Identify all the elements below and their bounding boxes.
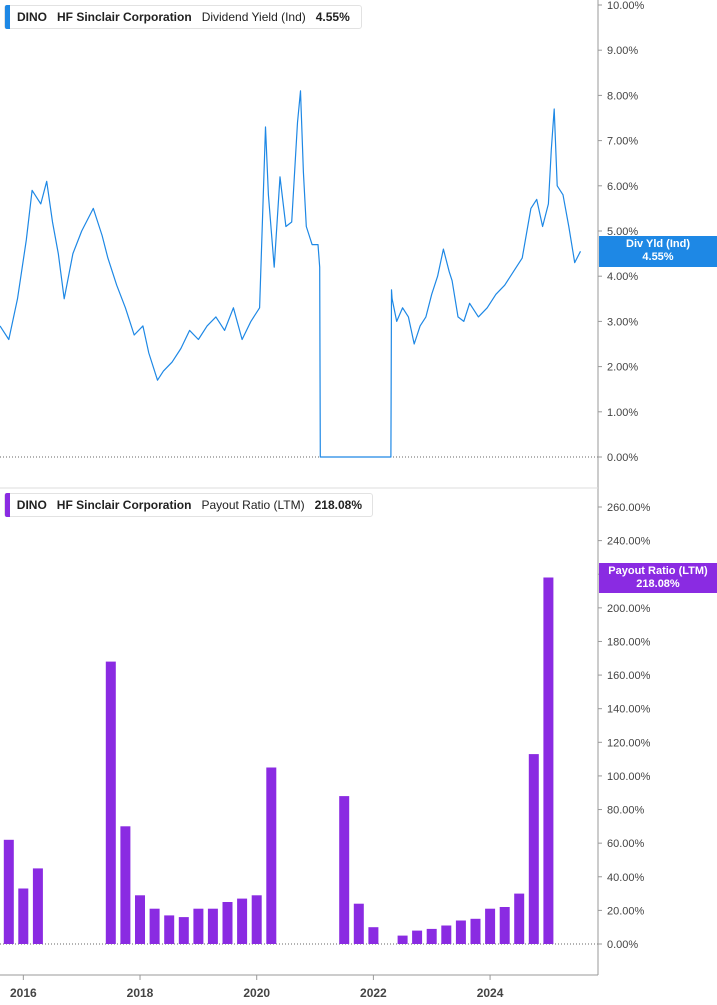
x-axis-ticks: 2016 2018 2020 2022 2024 [10, 975, 504, 1000]
y-tick-label: 3.00% [607, 316, 638, 328]
x-tick-label: 2020 [243, 986, 270, 1000]
y-tick-label: 180.00% [607, 636, 651, 648]
payout-bar [455, 920, 466, 944]
payout-bar [237, 898, 248, 944]
yield-tag-label: Div Yld (Ind) [626, 238, 690, 250]
payout-bar [164, 915, 175, 944]
x-tick-label: 2024 [477, 986, 504, 1000]
legend-company: HF Sinclair Corporation [56, 498, 192, 512]
payout-bar [528, 754, 539, 944]
axes [0, 0, 599, 976]
payout-bar [339, 796, 350, 944]
y-tick-label: 9.00% [607, 45, 638, 57]
y-tick-label: 140.00% [607, 704, 651, 716]
legend-company: HF Sinclair Corporation [57, 10, 192, 24]
payout-tag-value: 218.08% [636, 578, 680, 590]
y-tick-label: 7.00% [607, 136, 638, 148]
y-tick-label: 0.00% [607, 452, 638, 464]
y-tick-label: 240.00% [607, 536, 651, 548]
payout-value-tag: Payout Ratio (LTM) 218.08% [599, 563, 717, 593]
legend-metric: Dividend Yield (Ind) [201, 10, 306, 24]
y-tick-label: 200.00% [607, 603, 651, 615]
top-y-axis-ticks: 0.00% 1.00% 2.00% 3.00% 4.00% 5.00% 6.00% 7.00%… [598, 0, 645, 464]
y-tick-label: 40.00% [607, 872, 645, 884]
payout-bar [397, 935, 408, 944]
bottom-legend[interactable]: DINO HF Sinclair Corporation Payout Rati… [4, 493, 373, 517]
payout-bar [222, 902, 233, 944]
top-legend[interactable]: DINO HF Sinclair Corporation Dividend Yi… [4, 5, 362, 29]
y-tick-label: 10.00% [607, 0, 645, 12]
bottom-y-axis-ticks: 0.00% 20.00% 40.00% 60.00% 80.00% 100.00% 120.… [598, 502, 651, 951]
y-tick-label: 80.00% [607, 805, 645, 817]
x-tick-label: 2018 [127, 986, 154, 1000]
payout-bar [514, 893, 525, 944]
payout-legend-swatch [5, 493, 10, 517]
payout-bar [368, 927, 379, 944]
yield-tag-value: 4.55% [642, 251, 674, 263]
legend-ticker: DINO [16, 498, 47, 512]
legend-value: 4.55% [315, 10, 350, 24]
x-tick-label: 2016 [10, 986, 37, 1000]
payout-bar [441, 925, 452, 944]
y-tick-label: 260.00% [607, 502, 651, 514]
y-tick-label: 120.00% [607, 737, 651, 749]
payout-bar [251, 895, 262, 944]
y-tick-label: 60.00% [607, 838, 645, 850]
payout-bar [105, 661, 116, 944]
y-tick-label: 160.00% [607, 670, 651, 682]
payout-bar [426, 928, 437, 944]
payout-bar [120, 826, 131, 944]
legend-metric: Payout Ratio (LTM) [201, 498, 305, 512]
y-tick-label: 1.00% [607, 407, 638, 419]
payout-bar [412, 930, 423, 944]
payout-bar [32, 868, 43, 944]
payout-bar [3, 839, 14, 944]
payout-bar [470, 918, 481, 944]
payout-bar [543, 577, 554, 944]
y-tick-label: 20.00% [607, 905, 645, 917]
y-tick-label: 8.00% [607, 90, 638, 102]
dividend-yield-series [0, 90, 582, 458]
legend-ticker: DINO [17, 10, 47, 24]
payout-bar [18, 888, 29, 944]
payout-bar [193, 908, 204, 944]
dividend-yield-line [0, 90, 582, 458]
payout-bar [266, 767, 277, 944]
yield-value-tag: Div Yld (Ind) 4.55% [599, 236, 717, 267]
payout-bar [353, 903, 364, 944]
payout-bar [178, 917, 189, 944]
payout-bar [499, 907, 510, 944]
payout-bar [207, 908, 218, 944]
payout-tag-label: Payout Ratio (LTM) [608, 565, 708, 577]
yield-legend-swatch [5, 5, 10, 29]
y-tick-label: 0.00% [607, 939, 638, 951]
y-tick-label: 2.00% [607, 362, 638, 374]
payout-bar [485, 908, 496, 944]
x-tick-label: 2022 [360, 986, 387, 1000]
payout-bar [135, 895, 145, 944]
y-tick-label: 100.00% [607, 771, 651, 783]
y-tick-label: 5.00% [607, 226, 638, 238]
payout-bar [149, 908, 160, 944]
legend-value: 218.08% [314, 498, 362, 512]
y-tick-label: 6.00% [607, 181, 638, 193]
payout-ratio-bars [3, 577, 554, 944]
y-tick-label: 4.00% [607, 271, 638, 283]
